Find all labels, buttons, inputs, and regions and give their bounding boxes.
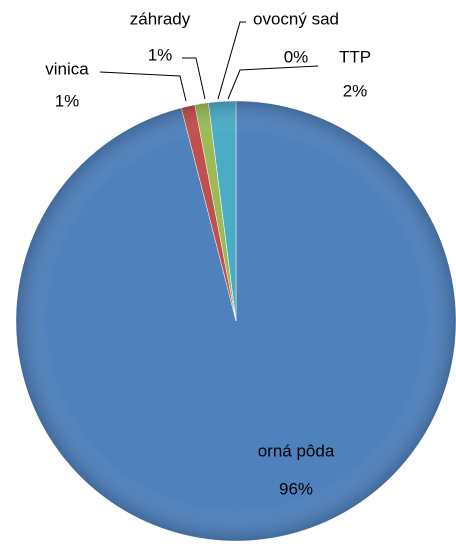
value-label: 96% bbox=[279, 479, 313, 498]
data-labels: orná pôda 96% vinica 1% záhrady 1% ovocný sad 0… bbox=[45, 9, 371, 498]
value-label: 2% bbox=[343, 81, 368, 100]
value-label: 0% bbox=[284, 47, 309, 66]
value-label: 1% bbox=[55, 91, 80, 110]
leader-line bbox=[182, 57, 206, 100]
category-label: orná pôda bbox=[258, 441, 335, 460]
leader-line bbox=[217, 21, 246, 100]
value-label: 1% bbox=[148, 45, 173, 64]
leader-lines bbox=[99, 21, 319, 102]
category-label: záhrady bbox=[130, 9, 191, 28]
category-label: vinica bbox=[45, 59, 89, 78]
leader-line bbox=[99, 71, 187, 102]
leader-line bbox=[227, 65, 319, 100]
category-label: ovocný sad bbox=[253, 9, 339, 28]
category-label: TTP bbox=[339, 47, 371, 66]
pie bbox=[15, 100, 456, 542]
